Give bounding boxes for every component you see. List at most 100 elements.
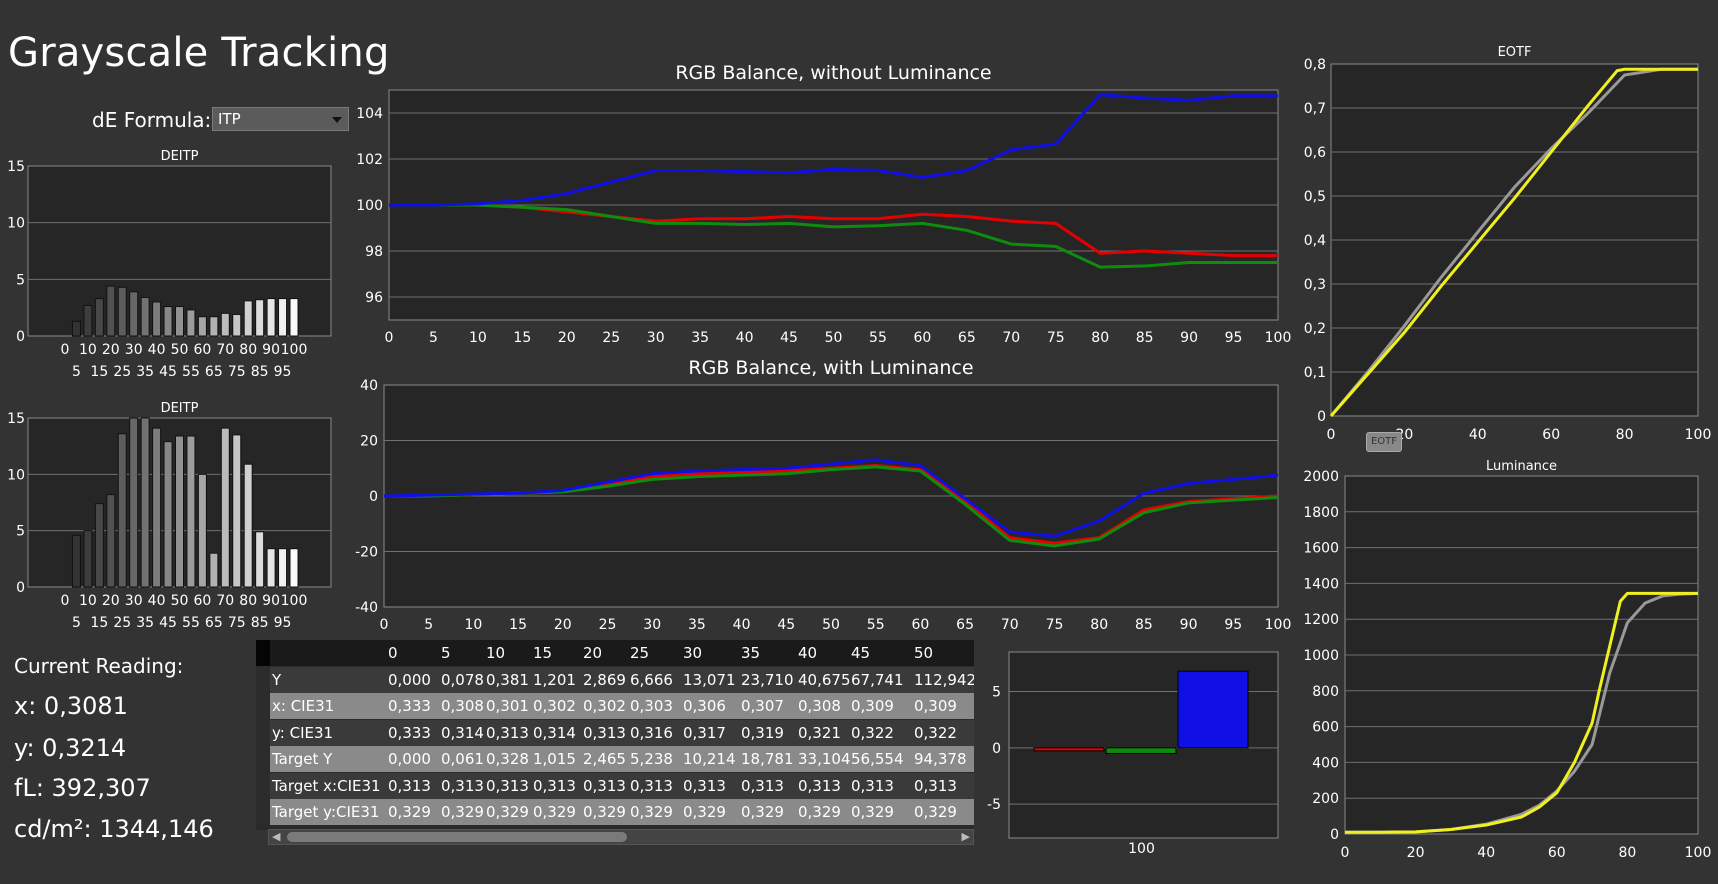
table-column-header: 0 (388, 644, 398, 662)
rgb-with-xtick-label: 10 (464, 617, 482, 633)
deitp-top-ytick-label: 0 (16, 329, 25, 345)
deitp-bottom-bar (94, 503, 104, 588)
deitp-bottom-title: DEITP (161, 401, 199, 416)
measurement-table[interactable]: 0 5 10 15 20 25 30 35 40 45 50 Y 0,000 0,078 0,381 1,20… (256, 640, 974, 830)
table-header-row[interactable]: 0 5 10 15 20 25 30 35 40 45 50 (256, 640, 974, 666)
table-cell: 0,313 (388, 776, 431, 795)
rgb-without-green-line (389, 203, 1278, 269)
de-formula-select[interactable]: ITP (212, 107, 349, 131)
table-cell: 0,329 (914, 803, 957, 821)
deitp-top-xtick-label: 70 (216, 342, 234, 358)
luminance-ytick-label: 1600 (1303, 541, 1339, 557)
deitp-top-xtick-label: 65 (205, 364, 223, 380)
row-selector[interactable] (256, 772, 270, 799)
row-selector[interactable] (256, 746, 270, 772)
deitp-top-bar (140, 296, 150, 337)
rgb-with-xtick-label: 45 (777, 617, 795, 633)
rgb-with-xtick-label: 85 (1135, 617, 1153, 633)
table-column-header: 35 (741, 644, 761, 662)
table-cell: 6,666 (630, 670, 673, 689)
table-row-label: Target x:CIE31 (272, 776, 381, 795)
deitp-bottom-xtick-label: 90 (262, 593, 280, 609)
deitp-bottom-ytick-label: 5 (16, 524, 25, 540)
table-cell: 0,322 (914, 723, 957, 742)
table-row[interactable]: Y 0,000 0,078 0,381 1,201 2,869 6,666 13,071 23,… (256, 666, 974, 693)
eotf-xtick-label: 100 (1685, 427, 1712, 443)
rgb-without-xtick-label: 65 (958, 330, 976, 346)
table-cell: 0,329 (683, 803, 726, 821)
rgb-bars-ytick-label: 5 (992, 684, 1001, 700)
luminance-xtick-label: 80 (1618, 845, 1636, 861)
deitp-bottom-xtick-label: 25 (113, 615, 131, 631)
deitp-top-bar (220, 312, 230, 337)
table-cell: 67,741 (851, 670, 904, 689)
deitp-top-xtick-label: 40 (148, 342, 166, 358)
rgb-without-xtick-label: 20 (558, 330, 576, 346)
deitp-top-bar (186, 309, 196, 337)
scrollbar-thumb[interactable] (287, 832, 627, 842)
rgb-without-xtick-label: 35 (691, 330, 709, 346)
rgb-without-xtick-label: 0 (385, 330, 394, 346)
eotf-ytick-label: 0,8 (1304, 57, 1326, 73)
table-cell: 0,329 (630, 803, 673, 821)
deitp-bottom-xtick-label: 85 (251, 615, 269, 631)
rgb-with-ytick-label: 40 (360, 378, 378, 394)
table-column-header: 20 (583, 644, 603, 662)
eotf-tag[interactable]: EOTF (1366, 432, 1402, 452)
luminance-ytick-label: 200 (1312, 791, 1339, 807)
table-cell: 0,314 (441, 723, 484, 742)
table-row-label: Target y:CIE31 (272, 803, 380, 821)
deitp-bottom-xtick-label: 100 (281, 593, 308, 609)
table-cell: 0,302 (533, 697, 576, 715)
scroll-left-icon[interactable]: ◀ (272, 830, 281, 843)
luminance-xtick-label: 60 (1548, 845, 1566, 861)
table-row[interactable]: y: CIE31 0,333 0,314 0,313 0,314 0,313 0,316 0,… (256, 719, 974, 746)
current-reading-title: Current Reading: (14, 654, 184, 678)
table-cell: 0,329 (533, 803, 576, 821)
table-row[interactable]: x: CIE31 0,333 0,308 0,301 0,302 0,302 0,303 0,… (256, 693, 974, 719)
rgb-without-xtick-label: 90 (1180, 330, 1198, 346)
deitp-bottom-bar (152, 427, 162, 588)
table-column-header: 25 (630, 644, 650, 662)
deitp-bottom-bar (266, 548, 276, 588)
table-horizontal-scrollbar[interactable]: ◀ ▶ (268, 829, 974, 845)
rgb-without-xtick-label: 95 (1225, 330, 1243, 346)
rgb-without-xtick-label: 40 (736, 330, 754, 346)
rgb-with-ytick-label: 0 (369, 489, 378, 505)
table-cell: 0,381 (486, 670, 529, 689)
row-selector[interactable] (256, 719, 270, 746)
row-selector[interactable] (256, 666, 270, 693)
deitp-top-bar (278, 298, 288, 337)
table-row-label: y: CIE31 (272, 723, 334, 742)
eotf-ytick-label: 0,6 (1304, 145, 1326, 161)
scroll-right-icon[interactable]: ▶ (961, 830, 970, 843)
table-cell: 10,214 (683, 750, 736, 768)
deitp-bottom-bar (278, 548, 288, 588)
rgb-without-ytick-label: 100 (356, 198, 383, 214)
table-cell: 0,316 (630, 723, 673, 742)
table-cell: 0,313 (486, 776, 529, 795)
table-cell: 0,319 (741, 723, 784, 742)
table-row[interactable]: Target Y 0,000 0,061 0,328 1,015 2,465 5,238 10… (256, 746, 974, 772)
table-row[interactable]: Target x:CIE31 0,313 0,313 0,313 0,313 0,313 0… (256, 772, 974, 799)
luminance-ytick-label: 800 (1312, 684, 1339, 700)
deitp-top-xtick-label: 90 (262, 342, 280, 358)
row-selector[interactable] (256, 799, 270, 825)
deitp-top-xtick-label: 0 (61, 342, 70, 358)
deitp-bottom-xtick-label: 50 (171, 593, 189, 609)
deitp-bottom-bar (209, 552, 219, 588)
table-cell: 0,329 (583, 803, 626, 821)
row-selector[interactable] (256, 693, 270, 719)
rgb-without-xtick-label: 75 (1047, 330, 1065, 346)
eotf-xtick-label: 0 (1327, 427, 1336, 443)
deitp-bottom-bar (243, 463, 253, 588)
rgb-without-ytick-label: 96 (365, 290, 383, 306)
deitp-bottom-bar (289, 548, 299, 588)
row-selector[interactable] (256, 640, 270, 666)
table-cell: 0,321 (798, 723, 841, 742)
table-cell: 40,675 (798, 670, 851, 689)
rgb-without-xtick-label: 60 (913, 330, 931, 346)
eotf-ytick-label: 0,4 (1304, 233, 1326, 249)
table-row[interactable]: Target y:CIE31 0,329 0,329 0,329 0,329 0,329 0… (256, 799, 974, 825)
